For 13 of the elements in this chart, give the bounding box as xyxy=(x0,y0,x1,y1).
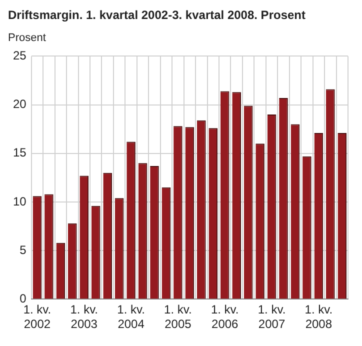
chart-title: Driftsmargin. 1. kvartal 2002-3. kvartal 2008. Prosent xyxy=(8,8,306,22)
y-tick-label: 10 xyxy=(12,194,27,208)
x-tick-label: 1. kv. 2008 xyxy=(304,302,333,332)
x-tick-label: 1. kv. 2007 xyxy=(258,302,286,332)
x-tick-label: 1. kv. 2005 xyxy=(164,302,192,332)
y-axis-title: Prosent xyxy=(8,32,47,44)
y-tick-label: 20 xyxy=(12,97,27,112)
y-tick-label: 5 xyxy=(20,242,27,257)
x-tick-label: 1. kv. 2003 xyxy=(70,302,98,332)
x-tick-label: 1. kv. 2006 xyxy=(210,302,239,332)
x-tick-label: 1. kv. 2004 xyxy=(117,302,145,332)
y-tick-label: 15 xyxy=(12,146,27,160)
y-tick-label: 25 xyxy=(12,48,27,63)
